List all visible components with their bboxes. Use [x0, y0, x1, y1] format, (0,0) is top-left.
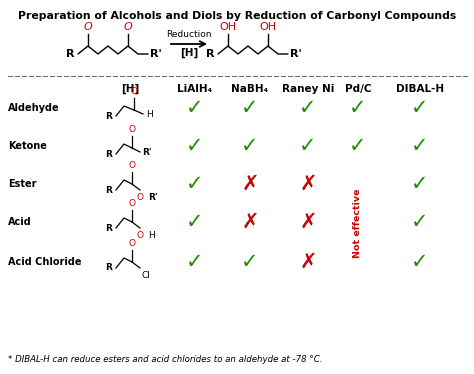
Text: R: R — [207, 49, 215, 59]
Text: R: R — [105, 264, 112, 273]
Text: Aldehyde: Aldehyde — [8, 103, 60, 113]
Text: ✓: ✓ — [186, 212, 204, 232]
Text: ✓: ✓ — [411, 98, 429, 118]
Text: R: R — [66, 49, 75, 59]
Text: Cl: Cl — [142, 271, 151, 280]
Text: Raney Ni: Raney Ni — [282, 84, 334, 94]
Text: R': R' — [142, 147, 152, 156]
Text: DIBAL-H: DIBAL-H — [396, 84, 444, 94]
Text: R: R — [105, 224, 112, 233]
Text: O: O — [137, 231, 144, 240]
Text: ✓: ✓ — [241, 252, 259, 272]
Text: O: O — [128, 161, 136, 170]
Text: ✓: ✓ — [186, 174, 204, 194]
Text: ✓: ✓ — [241, 98, 259, 118]
Text: ✓: ✓ — [411, 212, 429, 232]
Text: R: R — [105, 150, 112, 159]
Text: NaBH₄: NaBH₄ — [231, 84, 269, 94]
Text: ✓: ✓ — [186, 98, 204, 118]
Text: ✓: ✓ — [299, 136, 317, 156]
Text: Acid: Acid — [8, 217, 32, 227]
Text: H: H — [146, 110, 153, 119]
Text: R': R' — [150, 49, 162, 59]
Text: ✗: ✗ — [299, 174, 317, 194]
Text: OH: OH — [219, 22, 237, 32]
Text: ✓: ✓ — [349, 136, 367, 156]
Text: ✓: ✓ — [241, 136, 259, 156]
Text: ✓: ✓ — [411, 136, 429, 156]
Text: Acid Chloride: Acid Chloride — [8, 257, 82, 267]
Text: ✓: ✓ — [186, 136, 204, 156]
Text: ✗: ✗ — [299, 212, 317, 232]
Text: ✗: ✗ — [299, 252, 317, 272]
Text: O: O — [128, 239, 136, 248]
Text: O: O — [130, 87, 137, 96]
Text: [H]: [H] — [180, 48, 198, 58]
Text: O: O — [124, 22, 132, 32]
Text: ✓: ✓ — [349, 98, 367, 118]
Text: * DIBAL-H can reduce esters and acid chlorides to an aldehyde at -78 °C.: * DIBAL-H can reduce esters and acid chl… — [8, 355, 322, 364]
Text: O: O — [128, 199, 136, 208]
Text: ✗: ✗ — [241, 174, 259, 194]
Text: H: H — [148, 231, 155, 240]
Text: Ketone: Ketone — [8, 141, 47, 151]
Text: Preparation of Alcohols and Diols by Reduction of Carbonyl Compounds: Preparation of Alcohols and Diols by Red… — [18, 11, 456, 21]
Text: ✓: ✓ — [186, 252, 204, 272]
Text: Not effective: Not effective — [354, 188, 363, 258]
Text: Reduction: Reduction — [166, 30, 212, 39]
Text: R': R' — [148, 193, 158, 202]
Text: R': R' — [290, 49, 302, 59]
Text: ✓: ✓ — [411, 174, 429, 194]
Text: R: R — [105, 111, 112, 120]
Text: R: R — [105, 186, 112, 194]
Text: [H]: [H] — [121, 84, 139, 94]
Text: O: O — [137, 193, 144, 202]
Text: ✗: ✗ — [241, 212, 259, 232]
Text: LiAlH₄: LiAlH₄ — [177, 84, 212, 94]
Text: Pd/C: Pd/C — [345, 84, 371, 94]
Text: OH: OH — [259, 22, 276, 32]
Text: O: O — [128, 125, 136, 134]
Text: O: O — [83, 22, 92, 32]
Text: Ester: Ester — [8, 179, 36, 189]
Text: ✓: ✓ — [299, 98, 317, 118]
Text: ✓: ✓ — [411, 252, 429, 272]
